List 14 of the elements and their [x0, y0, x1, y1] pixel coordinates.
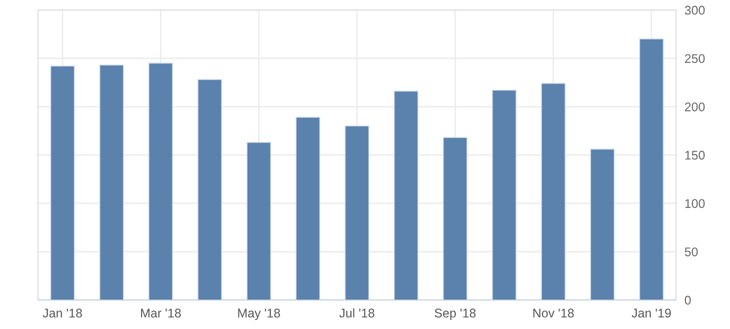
x-tick-label: Mar '18 [141, 308, 181, 318]
x-tick-label: Jan '18 [42, 308, 82, 318]
x-tick-label: Nov '18 [533, 308, 574, 318]
y-tick-label: 300 [684, 6, 705, 15]
y-tick-label: 250 [684, 54, 705, 63]
y-tick-label: 50 [684, 247, 698, 256]
y-tick-label: 0 [684, 296, 691, 305]
x-tick-label: Sep '18 [434, 308, 476, 320]
y-tick-label: 200 [684, 102, 705, 112]
y-tick-label: 150 [685, 150, 705, 160]
x-tick-label: Jul '18 [339, 308, 374, 318]
x-tick-label: Jan '19 [632, 308, 671, 318]
x-tick-label: May '18 [238, 308, 280, 320]
y-tick-label: 100 [685, 199, 705, 208]
